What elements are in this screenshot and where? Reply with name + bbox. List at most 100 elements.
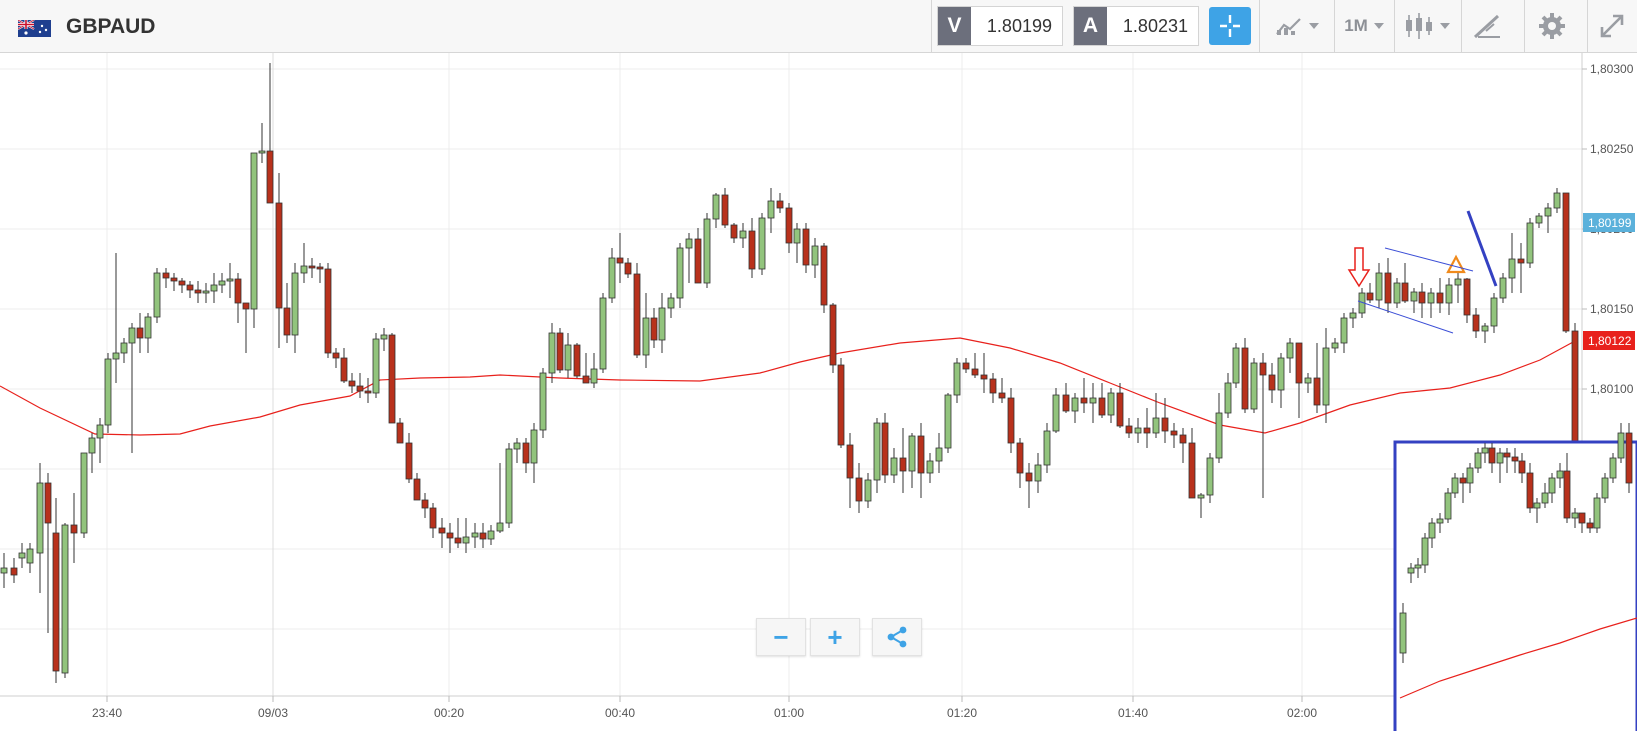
inset-candle [1466,467,1474,484]
candle-down [1268,374,1276,391]
candle-up [258,150,266,154]
candles [0,63,1579,683]
candle-down [776,200,784,209]
candle-up [1349,312,1357,319]
candle-down [1436,292,1444,304]
candle-up [1393,282,1401,304]
inset-candle [1488,447,1496,464]
candle-up [667,297,675,309]
settings-button[interactable] [1527,6,1577,46]
candle-up [226,278,234,282]
candle-down [52,532,60,672]
candle-down [820,245,828,306]
ma-polyline [0,337,1576,436]
candle-down [479,532,487,540]
candle-down [1472,314,1480,332]
red-down-arrow-icon [1347,247,1371,288]
candle-down [837,364,845,446]
separator [1461,0,1462,53]
inset-candle [1451,477,1459,494]
candle-up [1553,192,1561,209]
candle-down [446,532,454,539]
period-selector[interactable]: 1M [1336,6,1392,46]
candle-up [864,479,872,502]
inset-ma-line [1399,617,1637,699]
blue-channel-upper [1384,247,1474,272]
candle-up [1454,278,1462,286]
candle-up [18,552,26,559]
separator [1524,0,1525,53]
separator [1394,0,1395,53]
expand-icon [1600,14,1624,38]
candle-up [739,230,747,239]
candle-down [556,332,564,371]
candle-up [471,532,479,538]
fullscreen-button[interactable] [1590,6,1634,46]
candle-down [829,304,837,366]
candle-down [186,284,194,291]
ask-value: 1.80231 [1122,15,1188,36]
candle-up [539,372,547,431]
ask-price-block[interactable]: A 1.80231 [1073,6,1199,46]
candle-down [1098,397,1106,416]
candle-down [316,266,324,270]
candle-down [1313,377,1321,406]
inset-candle [1548,477,1556,494]
inset-candle [1428,522,1436,539]
candle-down [438,527,446,534]
bid-price-tag-label: 1,80199 [1588,216,1632,230]
candle-type-button[interactable] [1396,6,1458,46]
candle-up [703,218,711,284]
candle-down [1125,425,1133,434]
candle-up [1034,464,1042,482]
crosshair-button[interactable] [1209,7,1251,45]
candle-down [1259,362,1267,376]
crosshair-icon [1220,15,1240,37]
candle-up [564,344,572,371]
time-tick-label: 02:00 [1287,706,1317,720]
chart-type-button[interactable] [1262,6,1332,46]
candle-up [1544,207,1552,217]
share-button[interactable] [872,618,922,656]
time-tick-label: 00:40 [605,706,635,720]
candle-up [1134,427,1142,434]
inset-candle [1511,456,1519,462]
candle-down [650,317,658,341]
candle-up [926,460,934,474]
period-label: 1M [1344,16,1368,35]
inset-candle [1399,612,1407,654]
inset-candle [1556,470,1564,479]
inset-candle [1601,477,1609,499]
zoom-out-button[interactable]: − [756,618,806,656]
candle-up [372,338,380,394]
candle-up [210,284,218,292]
candle-down [388,334,396,424]
inset-candle [1533,502,1541,509]
candle-down [162,272,170,279]
candle-up [120,342,128,354]
inset-candle [1503,452,1511,458]
gb-au-flag-icon [18,20,51,37]
candle-up [590,368,598,384]
candle-up [1250,362,1258,410]
candle-down [340,357,348,382]
bid-price-block[interactable]: V 1.80199 [937,6,1063,46]
zoom-inset-box [1393,423,1637,731]
candle-down [1016,442,1024,474]
candle-down [234,278,242,304]
candle-down [881,422,889,476]
candle-up [1499,277,1507,299]
inset-candle [1625,432,1633,484]
bid-price-tag [1583,213,1635,232]
candle-up [908,435,916,472]
candle-down [44,482,52,524]
chevron-down-icon [1309,23,1319,29]
candle-up [1445,284,1453,304]
drawing-tools-button[interactable] [1463,6,1511,46]
candle-up [202,290,210,294]
zoom-in-button[interactable]: + [810,618,860,656]
candle-down [242,302,250,310]
candle-down [522,442,530,464]
separator [1259,0,1260,53]
candle-down [962,362,970,370]
